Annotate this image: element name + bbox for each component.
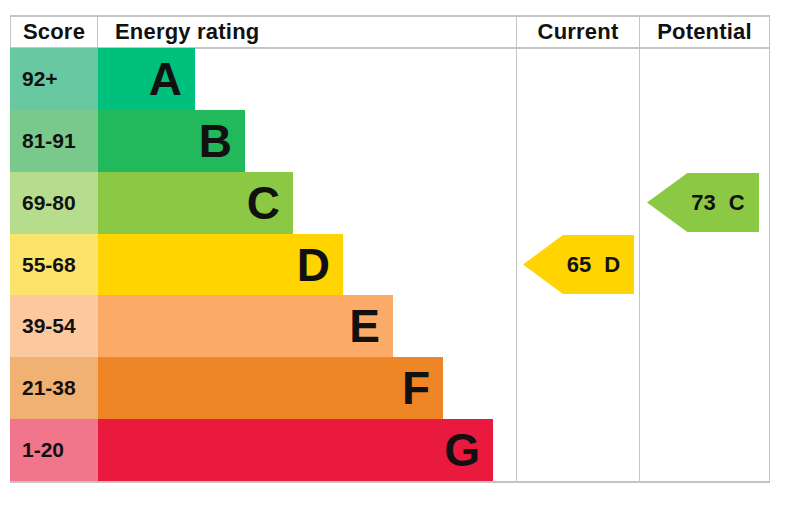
col-header-score: Score	[10, 16, 98, 47]
rating-bar-f: F	[98, 357, 443, 419]
rating-bar-g: G	[98, 419, 493, 481]
potential-rating-marker-arrow: 73 C	[647, 173, 759, 232]
score-range-cell-e: 39-54	[10, 295, 98, 357]
score-range-cell-a: 92+	[10, 48, 98, 110]
col-header-current: Current	[517, 16, 639, 47]
grid-line-right	[769, 15, 770, 483]
rating-bar-b: B	[98, 110, 245, 172]
current-rating-marker-arrow: 65 D	[523, 235, 634, 294]
rating-bar-d: D	[98, 234, 343, 295]
potential-rating-letter: C	[729, 190, 745, 216]
epc-rating-chart: Score Energy rating Current Potential 92…	[0, 0, 790, 508]
rating-bar-a: A	[98, 48, 195, 110]
score-range-cell-f: 21-38	[10, 357, 98, 419]
col-header-potential: Potential	[640, 16, 769, 47]
grid-line-current-divider	[516, 15, 517, 483]
score-range-cell-d: 55-68	[10, 234, 98, 295]
rating-bar-e: E	[98, 295, 393, 357]
score-range-cell-c: 69-80	[10, 172, 98, 234]
rating-bar-c: C	[98, 172, 293, 234]
current-rating-letter: D	[604, 252, 620, 278]
score-range-cell-b: 81-91	[10, 110, 98, 172]
score-range-cell-g: 1-20	[10, 419, 98, 481]
grid-line-bottom	[10, 481, 770, 483]
current-score-value: 65	[567, 252, 591, 278]
col-header-energy-rating: Energy rating	[115, 16, 515, 47]
potential-score-value: 73	[691, 190, 715, 216]
grid-line-potential-divider	[639, 15, 640, 483]
